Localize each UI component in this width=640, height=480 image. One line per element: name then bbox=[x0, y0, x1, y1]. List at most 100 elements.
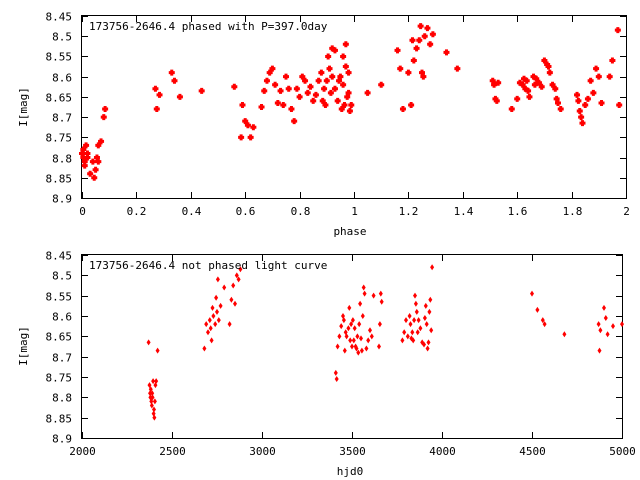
data-point bbox=[238, 266, 243, 273]
data-point bbox=[378, 290, 383, 297]
data-point bbox=[283, 73, 289, 80]
data-point bbox=[152, 398, 157, 405]
x-axis-label: hjd0 bbox=[337, 465, 364, 478]
data-point bbox=[215, 308, 219, 315]
data-point bbox=[358, 300, 363, 307]
data-point bbox=[418, 325, 423, 332]
data-point bbox=[575, 97, 582, 104]
data-point bbox=[574, 91, 581, 98]
y-tick-label: 8.45 bbox=[46, 250, 73, 263]
data-point bbox=[222, 284, 227, 291]
y-tick-label: 8.75 bbox=[46, 132, 73, 145]
data-point bbox=[364, 345, 369, 352]
data-point bbox=[327, 89, 334, 96]
data-point bbox=[402, 329, 407, 336]
data-point bbox=[345, 89, 352, 96]
data-point bbox=[424, 25, 431, 32]
data-point bbox=[348, 337, 353, 344]
data-point bbox=[603, 315, 608, 322]
data-point bbox=[508, 106, 515, 113]
data-point bbox=[340, 81, 347, 88]
data-point bbox=[377, 321, 382, 328]
x-tick-label: 4000 bbox=[429, 445, 456, 458]
y-tick-label: 8.55 bbox=[46, 291, 73, 304]
data-point bbox=[291, 118, 298, 125]
data-point bbox=[315, 77, 322, 84]
data-point bbox=[428, 296, 433, 303]
data-point bbox=[598, 327, 603, 334]
x-tick-label: 3500 bbox=[339, 445, 366, 458]
data-point bbox=[413, 292, 417, 299]
x-tick-label: 4500 bbox=[519, 445, 546, 458]
data-point bbox=[211, 313, 216, 319]
data-point bbox=[424, 321, 429, 328]
data-point bbox=[413, 45, 420, 52]
data-point bbox=[250, 124, 257, 131]
data-point bbox=[546, 69, 553, 76]
data-point bbox=[359, 347, 364, 354]
y-tick-label: 8.6 bbox=[52, 72, 72, 85]
x-axis-label: phase bbox=[333, 225, 366, 238]
data-point bbox=[154, 378, 159, 385]
data-point bbox=[584, 95, 591, 102]
data-point bbox=[421, 33, 428, 40]
data-point bbox=[218, 302, 223, 309]
data-point bbox=[207, 317, 212, 324]
data-point bbox=[426, 339, 431, 346]
data-point bbox=[151, 378, 156, 385]
data-point bbox=[427, 41, 434, 48]
data-point bbox=[576, 108, 583, 115]
data-point bbox=[331, 85, 338, 92]
x-tick-labels: 2000 2500 3000 3500 4000 4500 5000 bbox=[69, 445, 636, 458]
y-tick-label: 8.9 bbox=[52, 433, 72, 446]
data-point bbox=[454, 65, 461, 72]
data-point bbox=[233, 300, 237, 307]
data-point bbox=[350, 317, 355, 324]
x-tick-label: 1.8 bbox=[563, 205, 583, 218]
data-point bbox=[326, 65, 333, 72]
data-point bbox=[409, 37, 416, 44]
data-point bbox=[310, 97, 317, 104]
data-point bbox=[368, 327, 372, 334]
data-point bbox=[206, 329, 210, 336]
data-point bbox=[525, 87, 532, 94]
data-point bbox=[364, 89, 371, 96]
data-point bbox=[322, 101, 329, 108]
x-tick-label: 0.4 bbox=[182, 205, 202, 218]
data-point bbox=[261, 87, 268, 94]
data-point bbox=[562, 331, 567, 338]
x-tick-label: 2000 bbox=[69, 445, 96, 458]
data-point bbox=[408, 321, 413, 328]
data-point bbox=[530, 290, 534, 297]
data-point bbox=[410, 57, 417, 64]
phased-light-curve-panel: 8.45 8.5 8.55 8.6 8.65 8.7 8.75 8.8 8.85 8.9 0 0.2… bbox=[17, 11, 630, 239]
data-point bbox=[555, 99, 561, 106]
data-point bbox=[361, 284, 366, 291]
data-point bbox=[366, 337, 371, 344]
data-point bbox=[89, 158, 96, 165]
data-point bbox=[350, 343, 354, 350]
data-point bbox=[312, 91, 319, 98]
data-point bbox=[98, 138, 105, 145]
data-point bbox=[611, 323, 615, 330]
data-point bbox=[334, 97, 341, 104]
data-point bbox=[342, 63, 349, 70]
data-point bbox=[293, 85, 300, 92]
data-point bbox=[344, 333, 349, 340]
data-point bbox=[416, 317, 421, 324]
data-point bbox=[288, 106, 295, 113]
data-point bbox=[152, 414, 157, 421]
data-point bbox=[593, 65, 600, 72]
data-point bbox=[349, 321, 354, 328]
data-point bbox=[95, 158, 102, 165]
y-tick-labels: 8.45 8.5 8.55 8.6 8.65 8.7 8.75 8.8 8.85 8.9 bbox=[46, 11, 73, 206]
x-tick-label: 0.6 bbox=[236, 205, 256, 218]
data-point bbox=[92, 166, 99, 173]
data-point bbox=[152, 85, 159, 92]
data-point bbox=[83, 142, 90, 149]
data-point bbox=[609, 57, 616, 64]
data-point bbox=[616, 101, 623, 108]
data-point bbox=[359, 335, 363, 342]
data-point bbox=[202, 345, 207, 352]
x-tick-label: 0 bbox=[79, 205, 86, 218]
